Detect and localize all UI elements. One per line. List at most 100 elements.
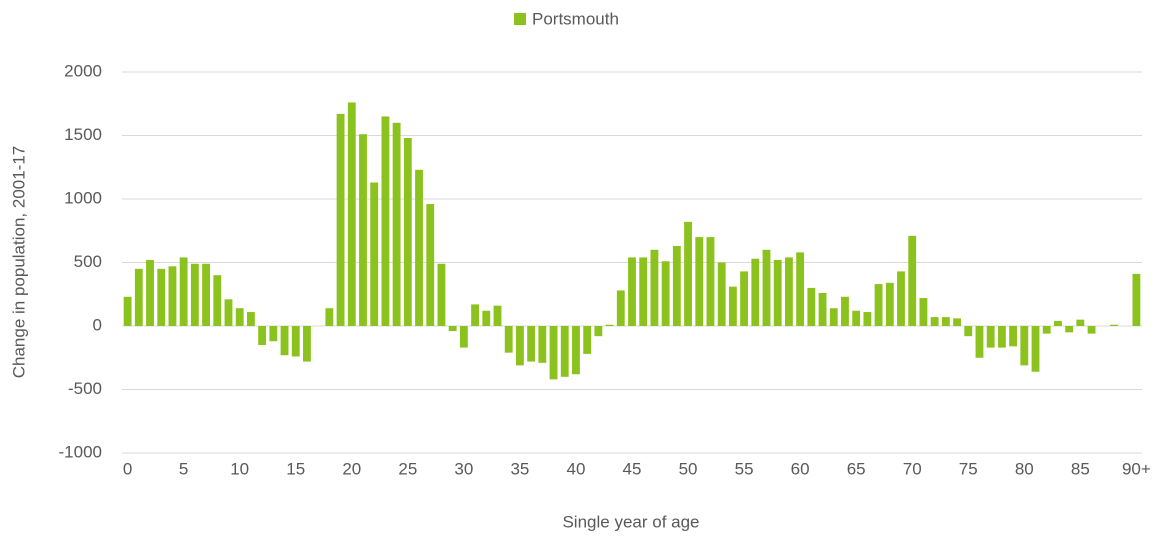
bar xyxy=(650,249,659,326)
bar xyxy=(885,282,894,326)
bar xyxy=(874,284,883,326)
bar xyxy=(1009,326,1018,347)
x-tick-label: 15 xyxy=(286,459,305,478)
x-tick-label: 10 xyxy=(230,459,249,478)
legend-swatch xyxy=(514,13,526,25)
bar xyxy=(919,298,928,326)
bar xyxy=(728,286,737,326)
y-tick-label: 500 xyxy=(74,252,102,271)
bar xyxy=(325,308,334,326)
bar xyxy=(628,257,636,326)
y-tick-label: 0 xyxy=(93,315,102,334)
bar xyxy=(448,326,457,332)
bar xyxy=(986,326,995,348)
bar xyxy=(246,312,255,326)
bar xyxy=(908,235,917,326)
bar xyxy=(280,326,289,356)
legend-label: Portsmouth xyxy=(532,9,619,28)
bar xyxy=(818,292,827,326)
bar xyxy=(594,326,603,337)
bar xyxy=(807,287,816,326)
x-tick-label: 75 xyxy=(959,459,978,478)
bar xyxy=(717,262,726,326)
x-tick-label: 55 xyxy=(735,459,754,478)
x-tick-label: 35 xyxy=(510,459,529,478)
bar xyxy=(695,237,704,326)
bar xyxy=(897,271,905,326)
bar xyxy=(684,221,692,326)
bar xyxy=(639,257,648,326)
bar xyxy=(841,296,849,326)
bar xyxy=(740,271,749,326)
bar xyxy=(572,326,580,375)
bar xyxy=(134,268,143,326)
x-tick-label: 50 xyxy=(679,459,698,478)
bar xyxy=(583,326,592,354)
x-axis-title: Single year of age xyxy=(562,512,699,531)
bar xyxy=(661,261,670,326)
bar xyxy=(426,204,435,326)
bar xyxy=(829,308,838,326)
bar xyxy=(852,310,861,326)
bar xyxy=(403,138,412,326)
bar xyxy=(751,258,760,326)
bar xyxy=(549,326,558,380)
y-tick-label: 1000 xyxy=(64,188,102,207)
bar xyxy=(359,134,367,326)
x-tick-label: 60 xyxy=(791,459,810,478)
x-tick-label: 80 xyxy=(1015,459,1034,478)
bar xyxy=(415,169,423,326)
x-tick-label: 0 xyxy=(123,459,132,478)
bar xyxy=(459,326,468,348)
bar xyxy=(515,326,524,366)
bar xyxy=(1132,273,1141,326)
y-tick-label: -500 xyxy=(68,379,102,398)
bar xyxy=(202,263,210,326)
x-tick-label: 65 xyxy=(847,459,866,478)
bar xyxy=(975,326,984,358)
bar xyxy=(605,324,614,326)
bar xyxy=(953,318,961,326)
x-tick-label: 20 xyxy=(342,459,361,478)
bar xyxy=(785,257,793,326)
bar xyxy=(347,102,356,326)
bar xyxy=(303,326,311,362)
bar xyxy=(291,326,300,357)
bar xyxy=(672,245,681,326)
bar xyxy=(437,263,446,326)
bar xyxy=(863,312,872,326)
bar xyxy=(258,326,267,346)
bar xyxy=(179,257,188,326)
bar xyxy=(616,290,625,326)
bar xyxy=(190,263,199,326)
bar xyxy=(504,326,513,353)
bar xyxy=(1054,320,1062,326)
x-tick-label: 85 xyxy=(1071,459,1090,478)
x-tick-label: 40 xyxy=(566,459,585,478)
bar xyxy=(762,249,771,326)
bar xyxy=(538,326,547,363)
bar xyxy=(168,266,177,326)
bar xyxy=(1087,326,1096,334)
bar xyxy=(336,113,345,326)
bar xyxy=(773,259,782,326)
bar xyxy=(1020,326,1029,366)
bar xyxy=(269,326,278,342)
bar xyxy=(941,317,950,326)
bar xyxy=(123,296,132,326)
bar xyxy=(224,299,233,326)
y-tick-label: -1000 xyxy=(59,442,102,461)
bar xyxy=(1042,326,1051,334)
bar xyxy=(997,326,1006,348)
bar xyxy=(1110,324,1118,326)
x-tick-label: 70 xyxy=(903,459,922,478)
bar xyxy=(1065,326,1074,333)
bar xyxy=(392,122,401,326)
bar xyxy=(527,326,536,362)
bar xyxy=(482,310,491,326)
y-tick-label: 1500 xyxy=(64,125,102,144)
bar xyxy=(370,182,379,326)
bar xyxy=(964,326,973,337)
bar xyxy=(1031,326,1040,372)
